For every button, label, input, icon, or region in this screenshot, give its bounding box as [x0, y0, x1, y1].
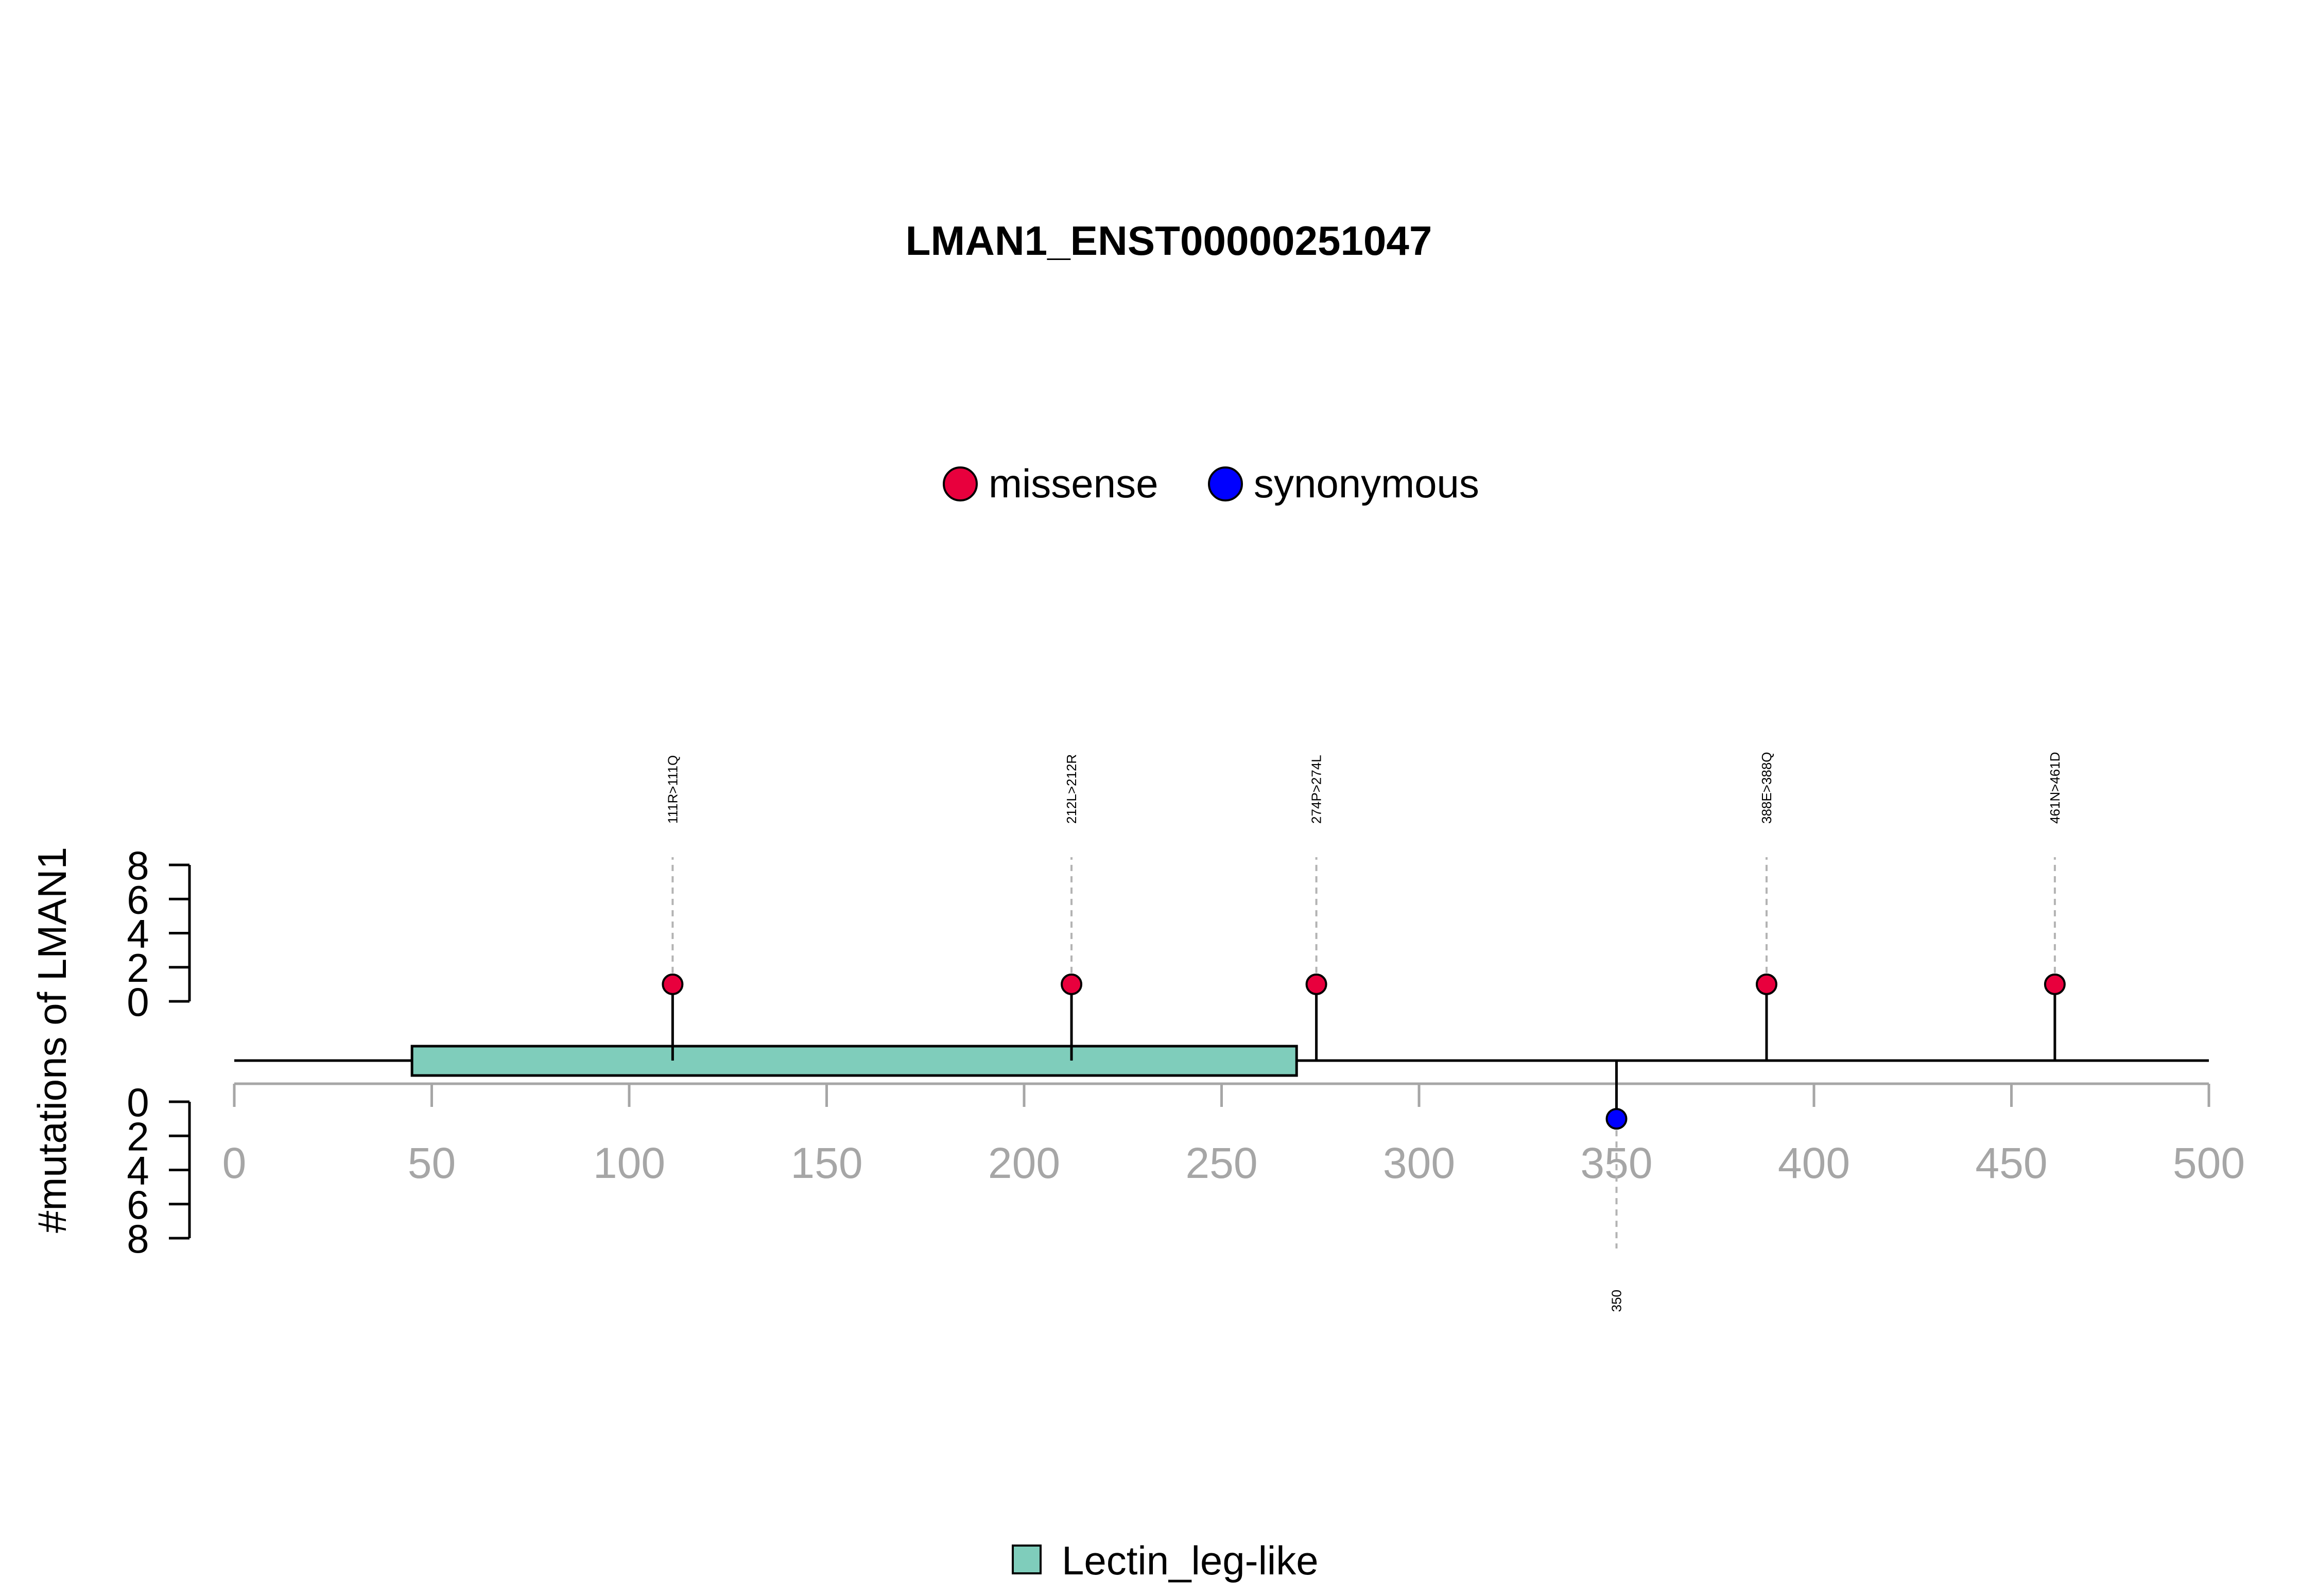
y-axis-bottom-tick-label: 8 — [127, 1216, 149, 1261]
y-axis-top-tick-label: 8 — [127, 843, 149, 888]
mutation-point — [662, 973, 684, 995]
y-axis-bottom-tick-label: 2 — [127, 1114, 149, 1159]
x-axis-tick-label: 300 — [1383, 1139, 1455, 1187]
mutations-layer: 111R>111Q 212L>212R 274P>274L 388E>388Q 461N… — [662, 752, 2066, 1312]
legend-domain-swatch — [1012, 1545, 1042, 1574]
x-axis-tick-label: 500 — [2173, 1139, 2245, 1187]
mutation-label: 212L>212R — [1064, 754, 1079, 824]
legend-domain-label: Lectin_leg-like — [1062, 1538, 1319, 1583]
y-axis-top-tick-label: 2 — [127, 945, 149, 991]
y-axis-top-tick-label: 0 — [127, 979, 149, 1025]
mutation-point — [1755, 973, 1777, 995]
mutation-label: 111R>111Q — [665, 755, 680, 824]
domain-legend: Lectin_leg-like — [1012, 1538, 1319, 1583]
y-axis-top-tick-label: 6 — [127, 877, 149, 922]
legend-missense-marker — [943, 466, 978, 501]
mutation-label: 274P>274L — [1309, 755, 1324, 824]
x-axis-tick-label: 450 — [1975, 1139, 2047, 1187]
domain-Lectin_leg-like — [410, 1045, 1298, 1077]
legend-synonymous-label: synonymous — [1254, 461, 1479, 506]
x-axis-tick-label: 50 — [408, 1139, 456, 1187]
y-axis-top-tick-label: 4 — [127, 911, 149, 957]
legend-synonymous-marker — [1208, 466, 1243, 501]
mutation-type-legend: missense synonymous — [943, 461, 1479, 506]
mutation-label: 461N>461D — [2047, 752, 2063, 824]
chart-title: LMAN1_ENST00000251047 — [906, 218, 1432, 264]
y-axis-bottom-tick-label: 4 — [127, 1148, 149, 1193]
mutation-label: 350 — [1609, 1290, 1624, 1312]
x-axis-tick-label: 400 — [1778, 1139, 1850, 1187]
x-axis-tick-label: 0 — [222, 1139, 247, 1187]
y-axis-bottom-tick-label: 0 — [127, 1080, 149, 1125]
domains-layer — [410, 1045, 1298, 1077]
y-axis-bottom-tick-label: 6 — [127, 1182, 149, 1227]
mutation-point — [2044, 973, 2066, 995]
x-axis-tick-label: 100 — [593, 1139, 665, 1187]
legend-missense-label: missense — [989, 461, 1158, 506]
mutation-point — [1061, 973, 1083, 995]
mutation-label: 388E>388Q — [1759, 752, 1774, 824]
x-axis-tick-label: 150 — [790, 1139, 862, 1187]
x-axis-tick-label: 250 — [1185, 1139, 1257, 1187]
mutation-point — [1605, 1108, 1628, 1130]
y-axis-label: #mutations of LMAN1 — [29, 847, 75, 1233]
x-axis-tick-label: 200 — [988, 1139, 1060, 1187]
x-axis: 0 50 100 150 200 250 300 350 400 450 500 — [222, 1082, 2245, 1187]
mutation-point — [1305, 973, 1327, 995]
